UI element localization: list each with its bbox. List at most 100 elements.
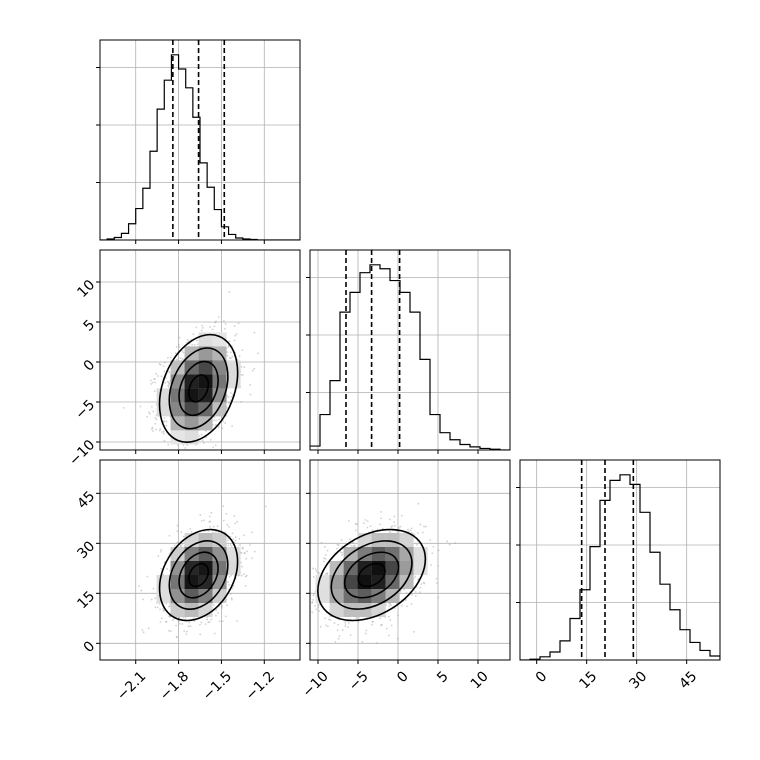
scatter-point bbox=[355, 617, 358, 619]
panel-frame bbox=[519, 459, 721, 661]
scatter-point bbox=[236, 520, 239, 523]
scatter-point bbox=[227, 346, 230, 349]
scatter-point bbox=[138, 585, 140, 588]
scatter-point bbox=[200, 621, 203, 624]
scatter-point bbox=[217, 316, 220, 318]
scatter-point bbox=[162, 365, 165, 367]
density-cell bbox=[184, 603, 199, 617]
scatter-point bbox=[226, 354, 229, 357]
scatter-point bbox=[244, 575, 247, 578]
scatter-point bbox=[328, 618, 330, 621]
scatter-point bbox=[344, 625, 347, 628]
scatter-point bbox=[167, 384, 170, 387]
scatter-point bbox=[422, 531, 424, 534]
scatter-point bbox=[159, 621, 162, 623]
density-cell bbox=[184, 402, 199, 417]
scatter-point bbox=[226, 351, 229, 353]
scatter-point bbox=[162, 610, 165, 613]
scatter-point bbox=[212, 525, 215, 528]
scatter-point bbox=[154, 597, 157, 600]
scatter-point bbox=[228, 291, 231, 293]
scatter-point bbox=[414, 576, 417, 578]
scatter-point bbox=[153, 377, 156, 380]
scatter-point bbox=[204, 623, 207, 626]
scatter-point bbox=[431, 552, 434, 555]
contour-level-2 bbox=[178, 360, 219, 417]
scatter-point bbox=[156, 606, 159, 609]
scatter-point bbox=[205, 429, 208, 432]
scatter-point bbox=[160, 375, 163, 378]
scatter-point bbox=[154, 381, 157, 384]
density-cell bbox=[156, 575, 171, 589]
contour-level-3 bbox=[168, 540, 229, 610]
scatter-point bbox=[227, 344, 230, 347]
scatter-point bbox=[229, 351, 232, 354]
scatter-point bbox=[163, 420, 166, 423]
scatter-point bbox=[175, 635, 178, 638]
scatter-point bbox=[244, 584, 247, 587]
scatter-point bbox=[200, 519, 203, 522]
scatter-point bbox=[396, 637, 399, 640]
scatter-point bbox=[352, 545, 355, 548]
scatter-point bbox=[390, 604, 393, 607]
scatter-point bbox=[167, 385, 170, 388]
contour-level-4 bbox=[158, 528, 239, 622]
scatter-point bbox=[172, 619, 174, 622]
scatter-point bbox=[168, 605, 171, 607]
scatter-point bbox=[228, 575, 231, 578]
scatter-point bbox=[417, 578, 420, 581]
scatter-point bbox=[314, 604, 316, 607]
scatter-point bbox=[218, 620, 221, 623]
scatter-point bbox=[365, 629, 368, 632]
scatter-point bbox=[229, 593, 232, 595]
scatter-point bbox=[215, 419, 218, 422]
scatter-point bbox=[151, 428, 153, 430]
scatter-point bbox=[150, 405, 153, 408]
contour-level-2 bbox=[178, 551, 219, 599]
scatter-point bbox=[409, 529, 412, 532]
scatter-point bbox=[337, 623, 339, 626]
scatter-point bbox=[201, 324, 204, 327]
scatter-point bbox=[241, 546, 244, 549]
scatter-point bbox=[177, 620, 180, 623]
scatter-point bbox=[312, 598, 314, 601]
scatter-point bbox=[336, 547, 338, 550]
scatter-point bbox=[432, 545, 435, 548]
scatter-point bbox=[213, 325, 216, 328]
scatter-point bbox=[160, 550, 162, 553]
scatter-point bbox=[237, 574, 240, 577]
contour-level-3 bbox=[168, 347, 229, 430]
scatter-point bbox=[168, 629, 170, 632]
scatter-point bbox=[437, 564, 440, 567]
scatter-point bbox=[251, 369, 254, 372]
scatter-point bbox=[339, 551, 342, 553]
scatter-point bbox=[179, 544, 182, 547]
density-cell bbox=[343, 603, 358, 617]
scatter-point bbox=[389, 518, 391, 521]
scatter-point bbox=[209, 520, 212, 523]
scatter-point bbox=[412, 630, 415, 633]
density-cell bbox=[385, 533, 400, 547]
scatter-point bbox=[151, 426, 154, 429]
scatter-point bbox=[403, 588, 406, 591]
scatter-point bbox=[317, 604, 320, 607]
scatter-point bbox=[186, 630, 188, 633]
scatter-point bbox=[150, 598, 153, 601]
scatter-point bbox=[224, 615, 227, 618]
scatter-point bbox=[420, 583, 423, 585]
scatter-point bbox=[337, 637, 340, 640]
scatter-point bbox=[196, 339, 198, 342]
density-cell bbox=[357, 547, 372, 561]
scatter-point bbox=[435, 577, 438, 580]
density-cell bbox=[170, 589, 185, 603]
scatter-point bbox=[210, 618, 213, 621]
scatter-point bbox=[184, 447, 187, 449]
scatter-point bbox=[341, 552, 344, 554]
scatter-point bbox=[351, 541, 354, 544]
scatter-point bbox=[179, 357, 182, 360]
scatter-point bbox=[312, 576, 315, 578]
scatter-point bbox=[193, 620, 196, 622]
scatter-point bbox=[154, 417, 157, 419]
scatter-point bbox=[424, 525, 427, 528]
scatter-point bbox=[311, 601, 313, 604]
